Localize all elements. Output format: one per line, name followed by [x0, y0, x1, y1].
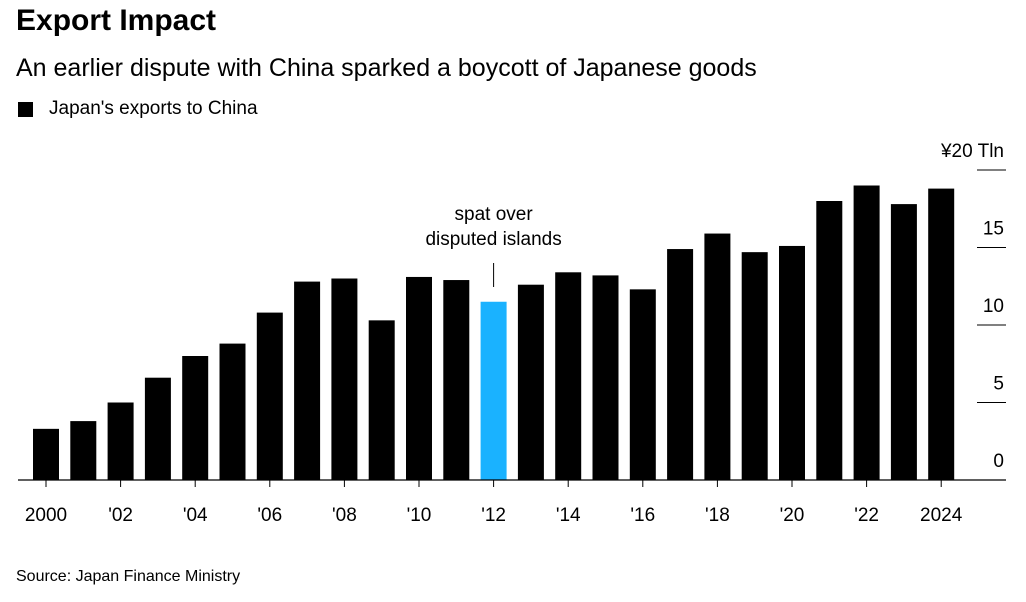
x-tick-label: '14 — [556, 505, 581, 526]
bar-2008 — [331, 278, 358, 480]
bar-2024 — [928, 188, 955, 480]
legend-swatch — [18, 101, 33, 117]
x-tick-label: 2000 — [25, 505, 67, 526]
bar-2010 — [406, 276, 432, 480]
y-tick-label: 15 — [983, 219, 1004, 240]
x-tick-label: '18 — [705, 505, 730, 526]
x-tick-label: '22 — [854, 505, 879, 526]
bar-2003 — [144, 377, 171, 480]
y-tick-label: 5 — [993, 374, 1004, 395]
x-tick-label: '08 — [332, 505, 357, 526]
bar-2012 — [480, 301, 507, 480]
annotation-text: disputed islands — [425, 229, 561, 250]
x-tick-label: '20 — [780, 505, 805, 526]
x-tick-label: '10 — [407, 505, 432, 526]
y-tick-label: 10 — [983, 296, 1004, 317]
bar-2001 — [70, 421, 97, 480]
bar-2021 — [816, 201, 843, 480]
bar-2007 — [294, 281, 321, 480]
y-tick-label: ¥20 Tln — [940, 141, 1004, 162]
legend-label: Japan's exports to China — [49, 98, 258, 119]
bar-2015 — [592, 275, 619, 480]
bar-2004 — [182, 356, 209, 480]
chart-subtitle: An earlier dispute with China sparked a … — [16, 54, 757, 82]
x-tick-label: 2024 — [920, 505, 963, 526]
bar-2017 — [667, 249, 694, 480]
bar-2006 — [256, 312, 283, 480]
bar-2018 — [704, 233, 731, 480]
y-tick-label: 0 — [993, 451, 1004, 472]
x-tick-label: '12 — [481, 505, 506, 526]
bar-2013 — [517, 284, 544, 480]
bar-2011 — [443, 280, 470, 480]
source-note: Source: Japan Finance Ministry — [16, 568, 241, 585]
bar-2022 — [853, 185, 880, 480]
x-tick-label: '16 — [630, 505, 655, 526]
bar-2016 — [629, 289, 656, 480]
bar-2019 — [741, 252, 768, 480]
bar-2005 — [219, 343, 246, 480]
bar-2020 — [779, 245, 805, 480]
x-tick-label: '06 — [257, 505, 282, 526]
bar-2002 — [107, 402, 134, 480]
bar-2009 — [368, 320, 395, 480]
bar-2000 — [33, 428, 59, 480]
x-tick-label: '02 — [108, 505, 133, 526]
chart-title: Export Impact — [16, 4, 217, 37]
bar-2023 — [890, 204, 917, 480]
bar-2014 — [555, 272, 582, 480]
x-tick-label: '04 — [183, 505, 208, 526]
legend: Japan's exports to China — [18, 98, 258, 120]
annotation-text: spat over — [455, 204, 534, 225]
